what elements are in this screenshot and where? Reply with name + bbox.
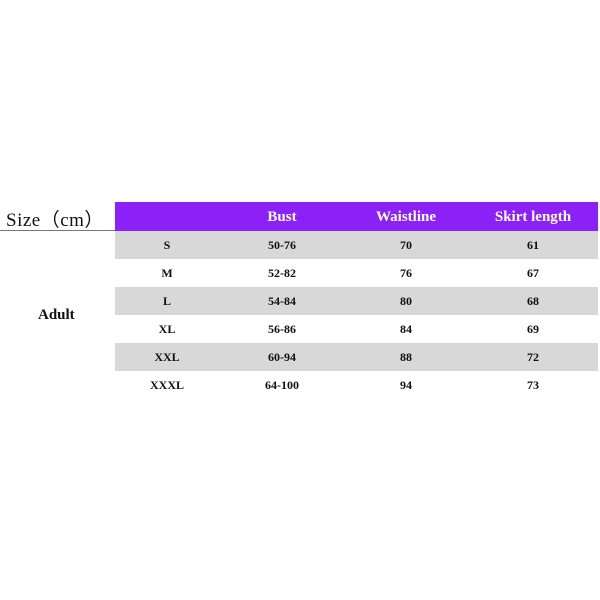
cell-skirt-length: 67: [527, 266, 539, 280]
table-row: M 52-82 76 67: [115, 259, 598, 287]
group-label-adult: Adult: [38, 307, 75, 323]
cell-bust: 52-82: [268, 266, 296, 280]
cell-bust: 60-94: [268, 350, 296, 364]
cell-waistline: 70: [400, 238, 412, 252]
cell-bust: 56-86: [268, 322, 296, 336]
table-row: XXXL 64-100 94 73: [115, 371, 598, 399]
cell-skirt-length: 69: [527, 322, 539, 336]
cell-waistline: 88: [400, 350, 412, 364]
table-row: XL 56-86 84 69: [115, 315, 598, 343]
cell-skirt-length: 73: [527, 378, 539, 392]
table-header: Bust Waistline Skirt length: [115, 202, 598, 231]
cell-skirt-length: 72: [527, 350, 539, 364]
cell-skirt-length: 68: [527, 294, 539, 308]
cell-bust: 64-100: [265, 378, 299, 392]
size-chart-title: Size（cm）: [6, 210, 104, 231]
cell-size: L: [162, 294, 172, 308]
table-row: XXL 60-94 88 72: [115, 343, 598, 371]
cell-waistline: 76: [400, 266, 412, 280]
table-row: S 50-76 70 61: [115, 231, 598, 259]
cell-waistline: 80: [400, 294, 412, 308]
cell-waistline: 84: [400, 322, 412, 336]
table-row: L 54-84 80 68: [115, 287, 598, 315]
cell-waistline: 94: [400, 378, 412, 392]
header-bust: Bust: [267, 209, 297, 225]
cell-size: S: [163, 238, 171, 252]
cell-bust: 50-76: [268, 238, 296, 252]
title-underline: [0, 230, 115, 231]
cell-size: XXXL: [149, 378, 185, 392]
cell-skirt-length: 61: [527, 238, 539, 252]
cell-bust: 54-84: [268, 294, 296, 308]
cell-size: XXL: [154, 350, 180, 364]
cell-size: M: [161, 266, 173, 280]
header-skirt-length: Skirt length: [494, 209, 572, 225]
header-waistline: Waistline: [375, 209, 437, 225]
cell-size: XL: [158, 322, 176, 336]
